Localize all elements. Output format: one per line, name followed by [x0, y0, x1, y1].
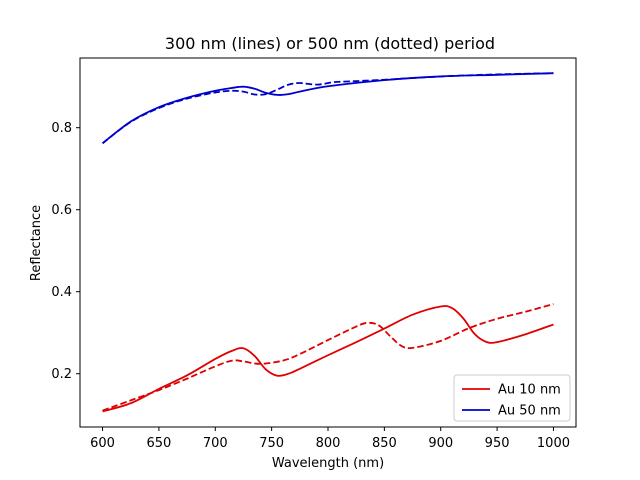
y-tick-label: 0.4 — [51, 285, 72, 300]
y-tick-label: 0.2 — [51, 367, 72, 382]
y-axis-label: Reflectance — [29, 205, 44, 281]
chart-title: 300 nm (lines) or 500 nm (dotted) period — [165, 34, 495, 53]
x-tick-label: 900 — [428, 436, 453, 451]
x-tick-label: 600 — [90, 436, 115, 451]
series-line-4 — [102, 72, 554, 144]
x-tick-label: 950 — [485, 436, 510, 451]
legend-label: Au 10 nm — [498, 383, 561, 398]
x-tick-label: 750 — [259, 436, 284, 451]
x-tick-label: 650 — [146, 436, 171, 451]
series-layer — [101, 72, 554, 413]
plot-frame — [79, 57, 577, 428]
y-tick-label: 0.8 — [51, 121, 72, 136]
x-tick-label: 700 — [203, 436, 228, 451]
x-tick-label: 800 — [316, 436, 341, 451]
series-line-1 — [102, 305, 554, 413]
x-axis-label: Wavelength (nm) — [272, 456, 384, 471]
legend-label: Au 50 nm — [498, 404, 561, 419]
x-axis-ticks: 600 650 700 750 800 850 900 950 1000 — [90, 427, 570, 451]
x-tick-label: 850 — [372, 436, 397, 451]
y-axis-ticks: 0.2 0.4 0.6 0.8 — [51, 121, 80, 382]
series-line-2 — [102, 303, 554, 412]
y-tick-label: 0.6 — [51, 203, 72, 218]
legend: Au 10 nm Au 50 nm — [453, 374, 571, 422]
x-tick-label: 1000 — [537, 436, 570, 451]
